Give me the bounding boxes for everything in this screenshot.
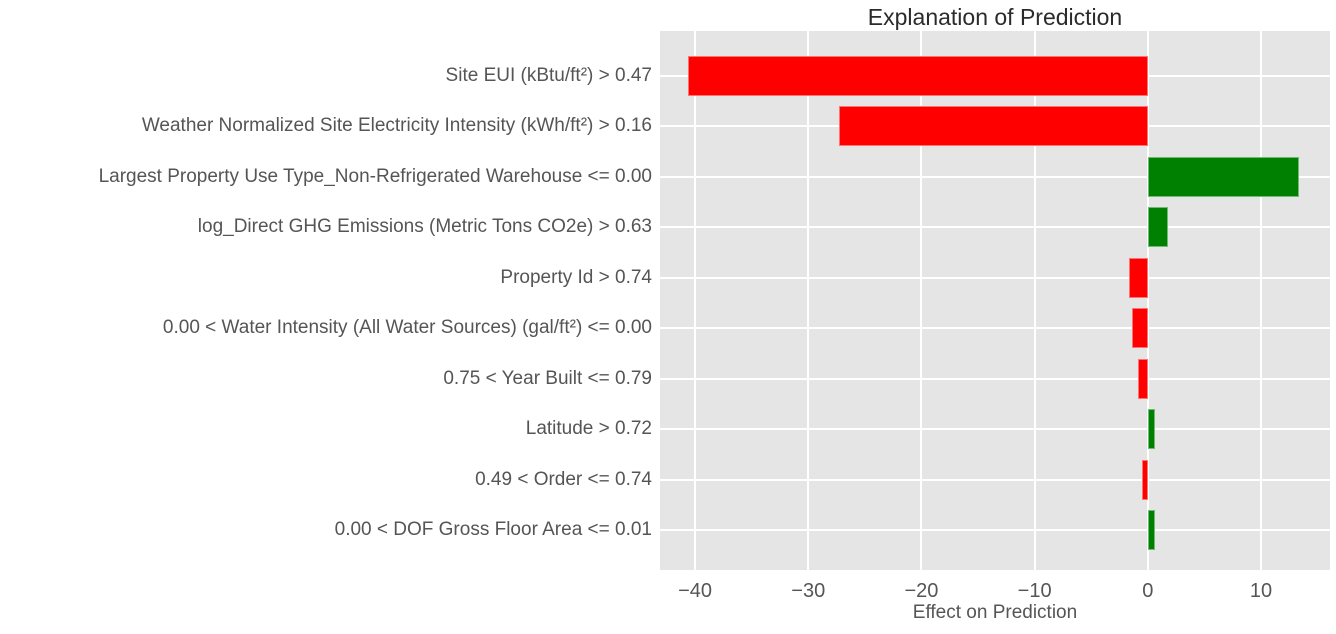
y-tick-label: Largest Property Use Type_Non-Refrigerat… bbox=[98, 165, 652, 187]
x-tick-label: −40 bbox=[678, 580, 713, 602]
y-tick-label: Latitude > 0.72 bbox=[525, 418, 652, 439]
negative-effect-bar bbox=[1131, 308, 1148, 348]
positive-effect-bar bbox=[1147, 510, 1155, 550]
y-tick-label: 0.49 < Order <= 0.74 bbox=[475, 468, 652, 490]
horizontal-gridline bbox=[660, 478, 1330, 481]
negative-effect-bar bbox=[688, 55, 1148, 96]
horizontal-gridline bbox=[660, 428, 1330, 430]
y-tick-label: log_Direct GHG Emissions (Metric Tons CO… bbox=[197, 216, 652, 237]
horizontal-gridline bbox=[660, 226, 1330, 228]
negative-effect-bar bbox=[838, 106, 1148, 146]
vertical-gridline bbox=[1146, 31, 1149, 570]
y-tick-label: Site EUI (kBtu/ft²) > 0.47 bbox=[445, 64, 652, 86]
x-tick-label: −30 bbox=[791, 580, 826, 602]
positive-effect-bar bbox=[1147, 207, 1169, 247]
positive-effect-bar bbox=[1147, 409, 1155, 449]
horizontal-gridline bbox=[660, 529, 1330, 531]
x-tick-label: 0 bbox=[1142, 580, 1154, 602]
horizontal-gridline bbox=[660, 175, 1330, 178]
vertical-gridline bbox=[1259, 31, 1262, 570]
y-tick-label: 0.00 < DOF Gross Floor Area <= 0.01 bbox=[334, 519, 652, 540]
horizontal-gridline bbox=[660, 276, 1330, 279]
plot-area bbox=[660, 31, 1330, 570]
x-tick-label: −10 bbox=[1017, 580, 1052, 602]
negative-effect-bar bbox=[1128, 257, 1148, 298]
y-tick-label: 0.00 < Water Intensity (All Water Source… bbox=[162, 317, 652, 338]
x-axis-title: Effect on Prediction bbox=[912, 602, 1078, 623]
chart-title: Explanation of Prediction bbox=[867, 4, 1123, 30]
y-tick-label: 0.75 < Year Built <= 0.79 bbox=[443, 367, 652, 389]
y-tick-label: Property Id > 0.74 bbox=[500, 266, 652, 288]
vertical-gridline bbox=[1033, 31, 1036, 570]
y-tick-label: Weather Normalized Site Electricity Inte… bbox=[141, 115, 652, 136]
vertical-gridline bbox=[694, 31, 697, 570]
positive-effect-bar bbox=[1147, 156, 1300, 197]
horizontal-gridline bbox=[660, 327, 1330, 329]
negative-effect-bar bbox=[1141, 459, 1148, 500]
x-tick-label: −20 bbox=[904, 580, 939, 602]
x-tick-label: 10 bbox=[1249, 580, 1273, 602]
horizontal-gridline bbox=[660, 377, 1330, 380]
vertical-gridline bbox=[807, 31, 810, 570]
negative-effect-bar bbox=[1137, 358, 1148, 399]
vertical-gridline bbox=[920, 31, 923, 570]
